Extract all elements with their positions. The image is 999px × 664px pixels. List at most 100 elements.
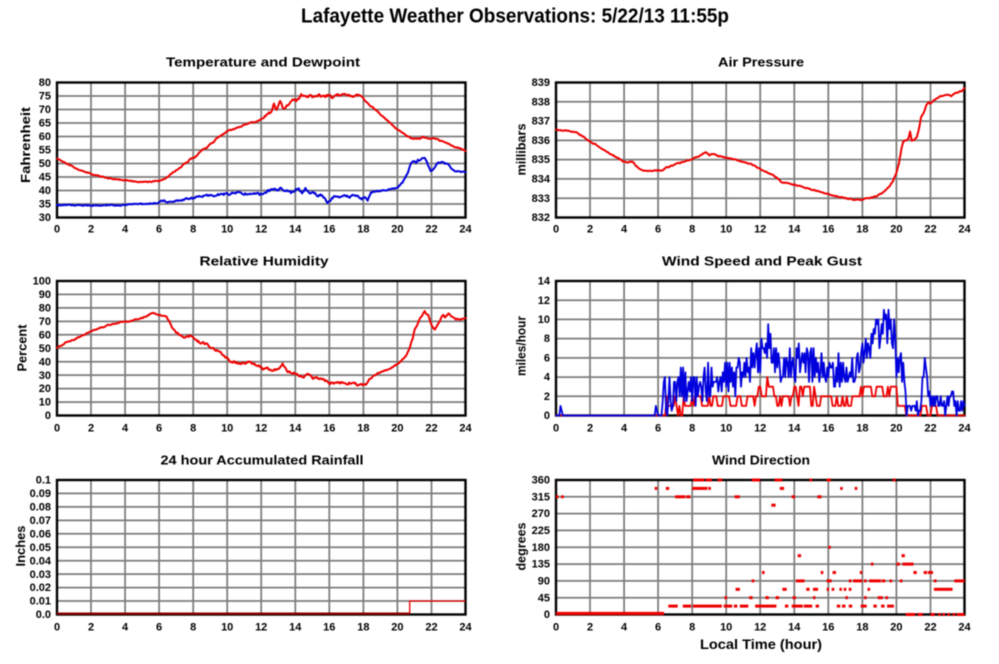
svg-text:835: 835 — [532, 154, 550, 166]
svg-text:16: 16 — [822, 423, 834, 435]
svg-text:16: 16 — [822, 224, 834, 236]
svg-text:0: 0 — [544, 609, 550, 621]
svg-text:degrees: degrees — [514, 523, 529, 571]
svg-text:14: 14 — [788, 622, 801, 634]
svg-text:8: 8 — [190, 224, 196, 236]
svg-text:18: 18 — [357, 224, 369, 236]
svg-text:18: 18 — [357, 622, 369, 634]
svg-text:0: 0 — [553, 224, 559, 236]
svg-text:0.08: 0.08 — [30, 502, 51, 514]
svg-text:70: 70 — [39, 316, 51, 328]
svg-text:2: 2 — [88, 423, 94, 435]
svg-text:4: 4 — [122, 224, 129, 236]
svg-text:2: 2 — [587, 423, 593, 435]
svg-text:Lafayette Weather Observations: Lafayette Weather Observations: 5/22/13 … — [301, 6, 729, 28]
svg-text:22: 22 — [425, 423, 437, 435]
svg-text:10: 10 — [720, 622, 732, 634]
svg-text:14: 14 — [289, 423, 302, 435]
svg-text:24: 24 — [459, 224, 472, 236]
svg-text:10: 10 — [221, 622, 233, 634]
svg-text:837: 837 — [532, 116, 550, 128]
svg-text:8: 8 — [190, 622, 196, 634]
svg-text:Air Pressure: Air Pressure — [718, 55, 804, 70]
svg-text:12: 12 — [754, 622, 766, 634]
svg-text:180: 180 — [532, 542, 550, 554]
svg-text:90: 90 — [538, 576, 550, 588]
svg-text:24: 24 — [958, 224, 971, 236]
svg-text:16: 16 — [323, 224, 335, 236]
svg-text:80: 80 — [39, 77, 51, 89]
svg-text:0.03: 0.03 — [30, 569, 51, 581]
svg-text:2: 2 — [587, 224, 593, 236]
svg-text:16: 16 — [323, 423, 335, 435]
svg-text:Fahrenheit: Fahrenheit — [18, 106, 33, 183]
svg-text:12: 12 — [255, 224, 267, 236]
svg-text:0.09: 0.09 — [30, 488, 51, 500]
svg-text:55: 55 — [39, 145, 51, 157]
svg-text:2: 2 — [544, 391, 550, 403]
svg-text:0.05: 0.05 — [30, 542, 51, 554]
svg-text:0: 0 — [544, 410, 550, 422]
svg-text:30: 30 — [39, 212, 51, 224]
svg-text:8: 8 — [544, 333, 550, 345]
svg-text:40: 40 — [39, 356, 51, 368]
svg-text:12: 12 — [754, 224, 766, 236]
svg-text:14: 14 — [289, 224, 302, 236]
svg-text:8: 8 — [689, 622, 695, 634]
svg-text:80: 80 — [39, 303, 51, 315]
svg-text:18: 18 — [856, 224, 868, 236]
svg-text:2: 2 — [88, 622, 94, 634]
svg-text:Relative Humidity: Relative Humidity — [200, 254, 330, 269]
svg-text:60: 60 — [39, 131, 51, 143]
svg-text:70: 70 — [39, 104, 51, 116]
svg-text:20: 20 — [39, 383, 51, 395]
svg-text:4: 4 — [621, 622, 628, 634]
svg-text:0: 0 — [54, 423, 60, 435]
svg-text:0: 0 — [54, 622, 60, 634]
svg-text:270: 270 — [532, 508, 550, 520]
svg-text:18: 18 — [856, 622, 868, 634]
svg-text:14: 14 — [538, 276, 551, 288]
svg-text:6: 6 — [655, 423, 661, 435]
svg-text:836: 836 — [532, 135, 550, 147]
svg-text:8: 8 — [689, 423, 695, 435]
svg-text:8: 8 — [689, 224, 695, 236]
svg-text:45: 45 — [39, 172, 51, 184]
svg-text:0.06: 0.06 — [30, 528, 51, 540]
svg-text:10: 10 — [221, 423, 233, 435]
svg-text:20: 20 — [890, 224, 902, 236]
svg-text:10: 10 — [720, 224, 732, 236]
svg-text:45: 45 — [538, 592, 550, 604]
svg-text:832: 832 — [532, 212, 550, 224]
svg-text:50: 50 — [39, 158, 51, 170]
svg-text:miles/hour: miles/hour — [514, 316, 529, 376]
svg-text:75: 75 — [39, 91, 51, 103]
svg-text:4: 4 — [621, 423, 628, 435]
svg-text:14: 14 — [788, 224, 801, 236]
svg-text:4: 4 — [544, 372, 551, 384]
svg-text:30: 30 — [39, 370, 51, 382]
svg-text:0: 0 — [54, 224, 60, 236]
svg-text:Wind Speed and Peak Gust: Wind Speed and Peak Gust — [662, 254, 863, 269]
svg-text:65: 65 — [39, 118, 51, 130]
svg-text:833: 833 — [532, 193, 550, 205]
svg-text:6: 6 — [156, 423, 162, 435]
svg-text:16: 16 — [323, 622, 335, 634]
svg-text:4: 4 — [122, 622, 129, 634]
svg-text:6: 6 — [655, 224, 661, 236]
svg-text:Temperature and Dewpoint: Temperature and Dewpoint — [166, 55, 361, 70]
svg-text:10: 10 — [538, 314, 550, 326]
svg-text:4: 4 — [621, 224, 628, 236]
svg-text:24: 24 — [459, 622, 472, 634]
svg-text:834: 834 — [532, 174, 551, 186]
svg-text:2: 2 — [587, 622, 593, 634]
svg-text:18: 18 — [357, 423, 369, 435]
svg-text:millibars: millibars — [514, 124, 529, 176]
svg-text:12: 12 — [255, 622, 267, 634]
svg-text:100: 100 — [33, 276, 51, 288]
svg-text:20: 20 — [391, 622, 403, 634]
svg-text:14: 14 — [788, 423, 801, 435]
svg-text:6: 6 — [655, 622, 661, 634]
svg-text:22: 22 — [924, 622, 936, 634]
svg-text:0: 0 — [553, 622, 559, 634]
